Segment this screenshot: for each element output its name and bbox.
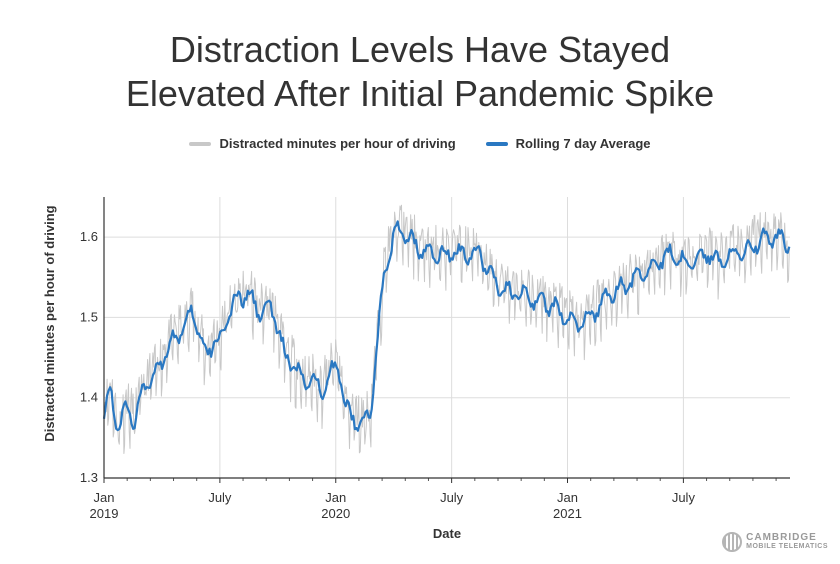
series-group: [102, 204, 791, 454]
logo-line-2: MOBILE TELEMATICS: [746, 543, 828, 550]
legend-item-daily[interactable]: Distracted minutes per hour of driving: [189, 136, 456, 151]
legend-item-rolling-average[interactable]: Rolling 7 day Average: [485, 136, 651, 151]
x-tick-year-label: 2021: [553, 506, 582, 521]
series-line-daily: [103, 204, 790, 454]
legend-label-daily: Distracted minutes per hour of driving: [219, 136, 456, 151]
logo-icon: [722, 532, 743, 552]
x-tick-year-label: 2019: [90, 506, 119, 521]
x-tick-label: July: [672, 490, 696, 505]
y-tick-label: 1.5: [80, 309, 98, 324]
x-tick-label: Jan: [94, 490, 115, 505]
chart-title: Distraction Levels Have Stayed Elevated …: [0, 28, 840, 116]
grid: [103, 197, 790, 479]
x-tick-label: Jan: [557, 490, 578, 505]
logo-line-1: CAMBRIDGE: [746, 532, 817, 543]
y-axis-title: Distracted minutes per hour of driving: [42, 205, 57, 441]
legend-swatch-rolling-average: [485, 141, 508, 146]
y-tick-label: 1.3: [80, 470, 98, 485]
series-line-rolling-average: [102, 220, 791, 432]
x-tick-label: July: [208, 490, 232, 505]
y-tick-label: 1.6: [80, 229, 98, 244]
legend-label-rolling-average: Rolling 7 day Average: [515, 136, 651, 151]
cambridge-logo: CAMBRIDGE MOBILE TELEMATICS: [722, 532, 828, 552]
x-tick-year-label: 2020: [321, 506, 350, 521]
legend-swatch-daily: [189, 141, 212, 146]
chart-title-line-2: Elevated After Initial Pandemic Spike: [125, 73, 715, 114]
x-tick-label: July: [440, 490, 464, 505]
chart-title-line-1: Distraction Levels Have Stayed: [169, 29, 671, 70]
x-axis-title: Date: [433, 526, 461, 541]
legend: Distracted minutes per hour of driving R…: [0, 136, 840, 151]
x-tick-label: Jan: [325, 490, 346, 505]
y-tick-label: 1.4: [80, 390, 98, 405]
